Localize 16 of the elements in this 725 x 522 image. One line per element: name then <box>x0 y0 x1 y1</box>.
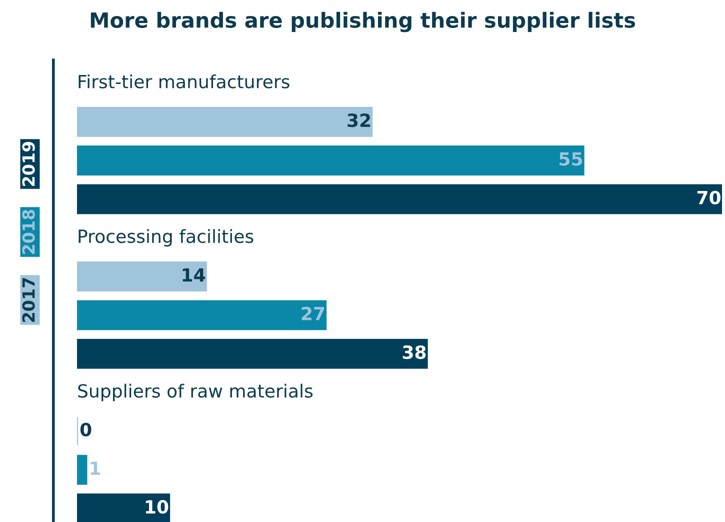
data-label: 27 <box>302 306 324 320</box>
data-label: 32 <box>348 113 370 128</box>
y-tick-label: Suppliers of raw materials <box>78 384 313 402</box>
text: 2019 <box>22 142 35 186</box>
data-label: 0 <box>80 422 92 436</box>
text: 2017 <box>22 278 35 322</box>
data-label: 70 <box>697 190 720 204</box>
data-label: 14 <box>182 268 206 282</box>
y-tick-label: Processing facilities <box>78 229 254 247</box>
data-label: 38 <box>402 345 426 360</box>
data-label: 1 <box>90 462 100 475</box>
data-label: 10 <box>146 500 168 514</box>
chart-title: More brands are publishing their supplier lists <box>90 12 636 32</box>
text: 2018 <box>22 210 35 254</box>
data-label: 55 <box>560 152 582 166</box>
y-tick-label: First-tier manufacturers <box>78 74 290 88</box>
